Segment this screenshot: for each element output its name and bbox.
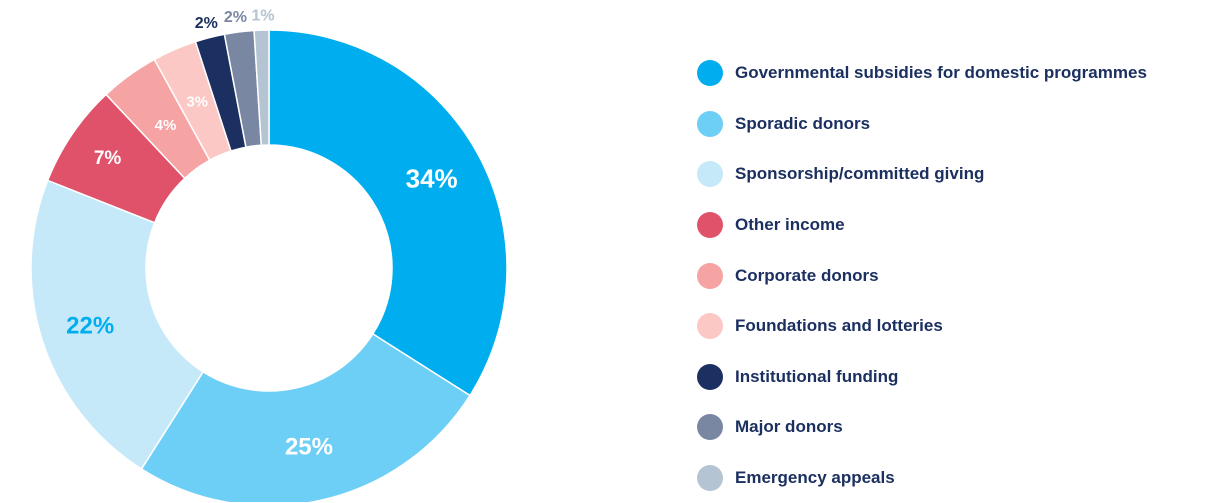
legend-item: Corporate donors xyxy=(697,250,1147,301)
slice-value-label: 34% xyxy=(406,164,458,194)
slice-value-label: 22% xyxy=(66,313,114,340)
slice-value-label: 3% xyxy=(186,93,208,110)
slice-value-label: 2% xyxy=(224,9,247,26)
legend-item: Governmental subsidies for domestic prog… xyxy=(697,48,1147,99)
slice-value-label: 25% xyxy=(285,433,333,460)
legend-label: Sponsorship/committed giving xyxy=(735,164,985,184)
slice-value-label: 4% xyxy=(155,117,177,134)
legend-swatch xyxy=(697,465,723,492)
slice-sporadic-donors xyxy=(140,332,471,502)
slice-value-label: 7% xyxy=(94,148,122,169)
slice-emergency-appeals xyxy=(253,29,270,147)
legend-item: Major donors xyxy=(697,402,1147,453)
legend-label: Institutional funding xyxy=(735,366,899,386)
legend-label: Sporadic donors xyxy=(735,113,871,133)
legend-swatch xyxy=(697,262,723,289)
legend-item: Other income xyxy=(697,200,1147,251)
legend-item: Sponsorship/committed giving xyxy=(697,149,1147,200)
donut-chart: 34% 25% 22% 7% 4% 3% 2% 2% 1% xyxy=(30,7,508,502)
legend-item: Sporadic donors xyxy=(697,99,1147,150)
legend-item: Institutional funding xyxy=(697,352,1147,403)
legend-label: Other income xyxy=(735,215,845,235)
slice-value-label: 2% xyxy=(195,15,218,32)
legend-swatch xyxy=(697,161,723,188)
legend-label: Corporate donors xyxy=(735,265,879,285)
legend-swatch xyxy=(697,414,723,441)
legend-label: Emergency appeals xyxy=(735,468,895,488)
legend-item: Emergency appeals xyxy=(697,453,1147,503)
slice-value-label: 1% xyxy=(252,7,275,24)
legend-swatch xyxy=(697,60,723,87)
legend-label: Foundations and lotteries xyxy=(735,316,943,336)
legend-item: Foundations and lotteries xyxy=(697,301,1147,352)
legend-label: Governmental subsidies for domestic prog… xyxy=(735,63,1147,83)
legend-swatch xyxy=(697,363,723,390)
legend-label: Major donors xyxy=(735,417,843,437)
legend: Governmental subsidies for domestic prog… xyxy=(697,48,1147,503)
legend-swatch xyxy=(697,110,723,137)
legend-swatch xyxy=(697,212,723,239)
legend-swatch xyxy=(697,313,723,340)
slice-governmental-subsidies-for-domestic-programmes xyxy=(268,29,508,397)
slice-sponsorship-committed-giving xyxy=(30,179,205,470)
